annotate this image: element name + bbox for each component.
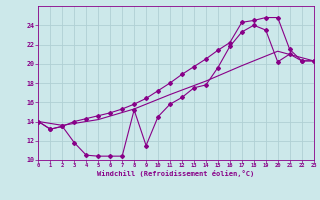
X-axis label: Windchill (Refroidissement éolien,°C): Windchill (Refroidissement éolien,°C) <box>97 170 255 177</box>
